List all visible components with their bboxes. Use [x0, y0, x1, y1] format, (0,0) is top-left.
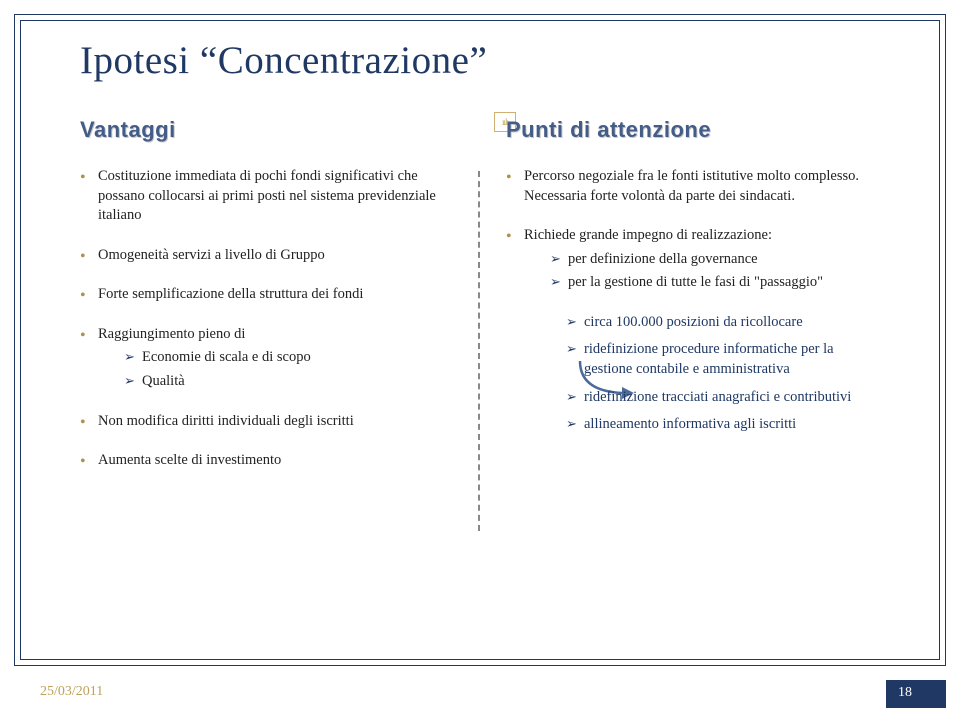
slide-content: Ipotesi “Concentrazione” ıılı Vantaggi C… — [24, 24, 936, 656]
vertical-divider — [478, 171, 480, 531]
sub-item: per la gestione di tutte le fasi di "pas… — [524, 273, 880, 293]
sub-list: Economie di scala e di scopo Qualità — [98, 348, 460, 391]
list-item: Richiede grande impegno di realizzazione… — [506, 226, 880, 293]
sub-item: Qualità — [98, 372, 460, 392]
footer: 25/03/2011 18 — [40, 684, 920, 702]
sub-item: Economie di scala e di scopo — [98, 348, 460, 368]
detail-item: ridefinizione tracciati anagrafici e con… — [564, 388, 880, 408]
advantages-column: Vantaggi Costituzione immediata di pochi… — [80, 117, 480, 491]
list-item: Omogeneità servizi a livello di Gruppo — [80, 246, 460, 266]
footer-page-number: 18 — [890, 684, 920, 702]
list-item: Forte semplificazione della struttura de… — [80, 285, 460, 305]
attention-column: Punti di attenzione Percorso negoziale f… — [480, 117, 880, 491]
list-item: Raggiungimento pieno di Economie di scal… — [80, 325, 460, 392]
detail-item: allineamento informativa agli iscritti — [564, 415, 880, 435]
detail-list: circa 100.000 posizioni da ricollocare r… — [564, 313, 880, 435]
advantages-heading: Vantaggi — [80, 117, 460, 143]
two-column-layout: Vantaggi Costituzione immediata di pochi… — [80, 117, 880, 491]
list-item: Costituzione immediata di pochi fondi si… — [80, 167, 460, 226]
detail-item: ridefinizione procedure informatiche per… — [564, 340, 880, 379]
attention-list: Percorso negoziale fra le fonti istituti… — [506, 167, 880, 293]
sub-list: per definizione della governance per la … — [524, 250, 880, 293]
slide-title: Ipotesi “Concentrazione” — [80, 38, 880, 83]
list-item: Percorso negoziale fra le fonti istituti… — [506, 167, 880, 206]
list-item: Aumenta scelte di investimento — [80, 451, 460, 471]
advantages-list: Costituzione immediata di pochi fondi si… — [80, 167, 460, 471]
sub-item: per definizione della governance — [524, 250, 880, 270]
list-item: Non modifica diritti individuali degli i… — [80, 412, 460, 432]
detail-item: circa 100.000 posizioni da ricollocare — [564, 313, 880, 333]
attention-heading: Punti di attenzione — [506, 117, 880, 143]
footer-date: 25/03/2011 — [40, 684, 103, 702]
